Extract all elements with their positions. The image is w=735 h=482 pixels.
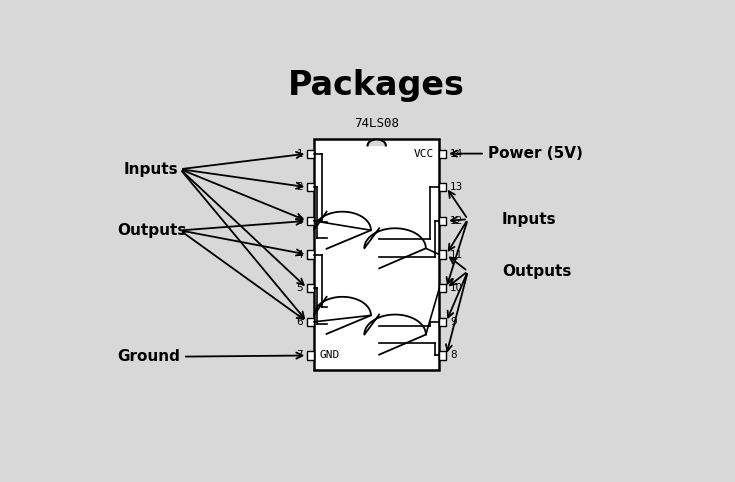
Text: 7: 7 [297, 350, 304, 361]
Bar [440, 149, 446, 158]
Bar [440, 351, 446, 360]
Text: 8: 8 [450, 350, 456, 361]
Text: Inputs: Inputs [123, 161, 178, 177]
Text: 5: 5 [297, 283, 304, 293]
Text: 13: 13 [450, 182, 464, 192]
Text: 6: 6 [297, 317, 304, 327]
Text: 11: 11 [450, 250, 464, 259]
Text: Packages: Packages [288, 69, 465, 102]
Text: 3: 3 [297, 216, 304, 226]
Text: 74LS08: 74LS08 [354, 117, 399, 130]
Text: 14: 14 [450, 148, 464, 159]
Text: Outputs: Outputs [502, 264, 571, 279]
Text: 2: 2 [297, 182, 304, 192]
Text: 10: 10 [450, 283, 463, 293]
Text: 12: 12 [450, 216, 464, 226]
Text: Outputs: Outputs [118, 223, 187, 238]
Text: 1: 1 [297, 148, 304, 159]
Bar [307, 183, 314, 191]
Bar [440, 217, 446, 225]
Bar [440, 183, 446, 191]
Text: GND: GND [320, 350, 340, 361]
Polygon shape [365, 228, 426, 268]
Polygon shape [365, 315, 426, 355]
Bar [440, 284, 446, 292]
Polygon shape [314, 297, 371, 334]
Bar [307, 217, 314, 225]
Bar [307, 251, 314, 259]
Bar [307, 284, 314, 292]
Text: Ground: Ground [118, 349, 180, 364]
Bar [307, 149, 314, 158]
Text: VCC: VCC [413, 148, 434, 159]
Polygon shape [314, 212, 371, 249]
Bar [440, 251, 446, 259]
Polygon shape [368, 139, 386, 146]
Text: 4: 4 [297, 250, 304, 259]
Text: 9: 9 [450, 317, 456, 327]
Bar [440, 318, 446, 326]
Bar [307, 351, 314, 360]
Bar [307, 318, 314, 326]
Bar [314, 139, 440, 370]
Text: Power (5V): Power (5V) [488, 146, 583, 161]
Text: Inputs: Inputs [502, 212, 556, 227]
